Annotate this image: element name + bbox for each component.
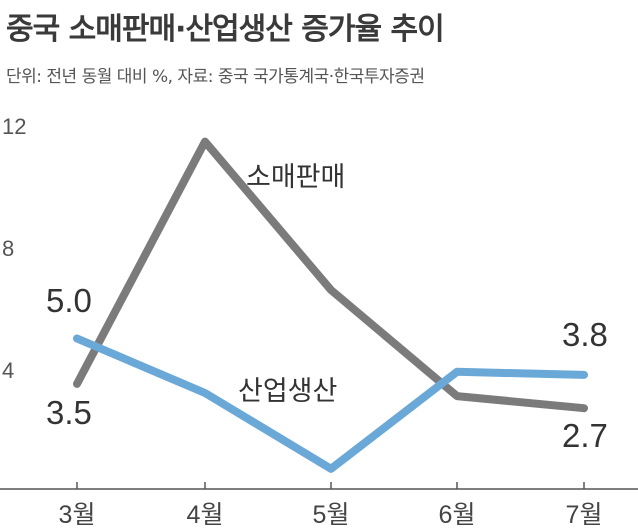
data-label: 3.8 [562,316,608,353]
x-tick-label: 3월 [59,501,96,529]
y-tick-label: 8 [2,236,14,261]
chart-subtitle: 단위: 전년 동월 대비 %, 자료: 중국 국가통계국·한국투자증권 [6,67,425,87]
data-label: 2.7 [562,417,608,454]
series-line-retail-sales [73,137,588,413]
y-tick-label: 4 [2,358,14,383]
data-label: 3.5 [46,394,92,431]
series-lines [73,137,588,473]
series-name-label: 소매판매 [246,162,345,193]
x-tick-label: 4월 [187,501,224,529]
x-tick-label: 7월 [566,501,603,529]
chart-title: 중국 소매판매·산업생산 증가율 추이 [6,12,445,47]
data-label: 5.0 [46,282,92,319]
series-line-industrial-production [73,334,588,473]
series-name-label: 산업생산 [238,376,337,407]
x-tick-label: 6월 [439,501,476,529]
x-tick-label: 5월 [313,501,350,529]
y-tick-label: 12 [2,114,26,139]
x-axis: 3월 4월 5월 6월 7월 [0,482,638,529]
y-axis: 12 8 4 [2,114,26,383]
